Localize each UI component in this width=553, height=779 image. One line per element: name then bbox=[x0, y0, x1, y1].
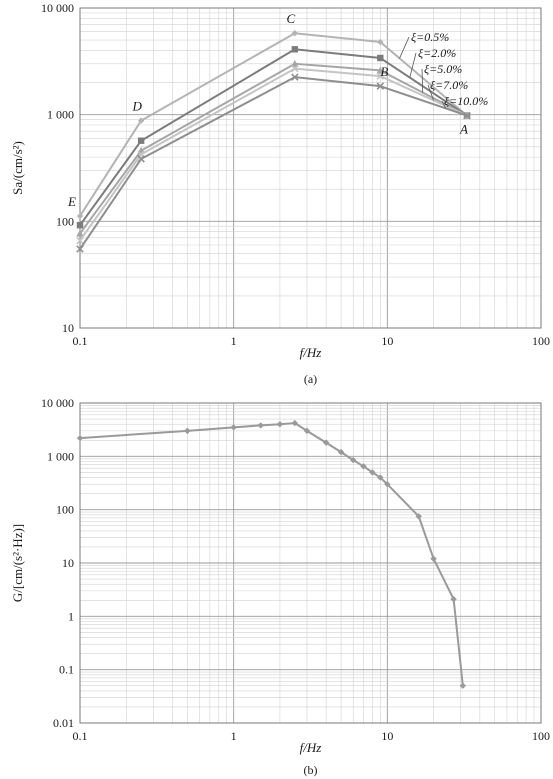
data-point bbox=[137, 117, 145, 124]
data-point bbox=[76, 236, 84, 245]
y-tick-label: 1 000 bbox=[47, 449, 74, 463]
data-point bbox=[430, 555, 437, 562]
data-point bbox=[76, 245, 84, 253]
data-point bbox=[291, 73, 299, 81]
x-tick-label: 100 bbox=[532, 729, 550, 743]
x-axis-label: f/Hz bbox=[300, 345, 322, 360]
y-tick-label: 10 000 bbox=[41, 396, 74, 410]
legend-label: ξ=7.0% bbox=[430, 78, 468, 92]
data-point bbox=[291, 64, 299, 73]
x-tick-label: 10 bbox=[381, 729, 393, 743]
data-point bbox=[291, 46, 299, 53]
data-point bbox=[377, 38, 384, 46]
data-point bbox=[76, 221, 84, 229]
y-tick-label: 0.01 bbox=[53, 716, 74, 730]
series bbox=[76, 30, 471, 220]
x-tick-label: 1 bbox=[231, 729, 237, 743]
panel-caption: (b) bbox=[304, 763, 318, 777]
data-point bbox=[376, 66, 385, 74]
data-point bbox=[322, 439, 330, 446]
data-point bbox=[459, 682, 467, 689]
y-tick-label: 10 bbox=[62, 556, 74, 570]
grid bbox=[79, 8, 541, 329]
data-point bbox=[291, 30, 299, 37]
point-annotation: B bbox=[380, 64, 388, 79]
data-point bbox=[360, 463, 367, 470]
point-annotation: C bbox=[286, 11, 295, 26]
plot-frame bbox=[79, 7, 542, 329]
x-tick-label: 10 bbox=[381, 334, 393, 348]
data-point bbox=[384, 481, 391, 488]
data-point bbox=[369, 469, 376, 476]
y-axis-label: G/[cm/(s²·Hz)] bbox=[10, 524, 25, 602]
series-line bbox=[79, 422, 464, 686]
point-annotation: D bbox=[131, 99, 142, 114]
x-tick-label: 0.1 bbox=[73, 334, 88, 348]
data-point bbox=[377, 474, 384, 481]
data-point bbox=[76, 229, 84, 237]
chart-a: 0.1 1 10 100 10 100 1 000 10 000 f/Hz Sa/(cm/s²) (… bbox=[10, 1, 550, 386]
panel-caption: (a) bbox=[304, 372, 317, 386]
legend-label: ξ=5.0% bbox=[424, 62, 462, 76]
data-point bbox=[276, 421, 284, 428]
legend-leader-line bbox=[421, 68, 424, 93]
y-tick-label: 1 000 bbox=[47, 108, 74, 122]
data-point bbox=[450, 595, 457, 603]
data-point bbox=[257, 422, 264, 429]
data-point bbox=[303, 427, 311, 435]
data-point bbox=[463, 111, 471, 120]
legend-leader-line bbox=[399, 36, 410, 59]
series-line bbox=[79, 32, 468, 217]
data-point bbox=[350, 456, 357, 464]
data-point bbox=[76, 434, 84, 442]
legend-leader-line bbox=[427, 84, 434, 101]
data-point bbox=[137, 137, 145, 144]
data-point bbox=[377, 54, 384, 62]
data-point bbox=[376, 82, 385, 90]
y-tick-label: 10 000 bbox=[41, 1, 74, 15]
series bbox=[76, 64, 471, 245]
legend-label: ξ=2.0% bbox=[418, 46, 456, 60]
y-axis-label: Sa/(cm/s²) bbox=[10, 141, 25, 195]
plot-frame bbox=[79, 402, 542, 724]
y-tick-label: 0.1 bbox=[59, 663, 74, 677]
x-axis-label: f/Hz bbox=[300, 740, 322, 755]
legend-leader-line bbox=[441, 100, 447, 109]
legend: ξ=0.5% ξ=2.0% ξ=5.0% ξ=7.0% ξ=10.0% bbox=[399, 30, 488, 109]
data-point bbox=[291, 419, 299, 427]
data-point bbox=[230, 424, 237, 431]
legend-label: ξ=0.5% bbox=[411, 30, 449, 44]
x-tick-label: 0.1 bbox=[73, 729, 88, 743]
data-point bbox=[415, 513, 422, 520]
legend-leader-line bbox=[409, 52, 417, 78]
x-tick-label: 100 bbox=[532, 334, 550, 348]
series bbox=[76, 73, 471, 253]
legend-label: ξ=10.0% bbox=[444, 94, 488, 108]
y-tick-label: 1 bbox=[68, 609, 74, 623]
data-point bbox=[291, 59, 299, 67]
data-point bbox=[337, 448, 345, 456]
y-tick-label: 100 bbox=[56, 503, 74, 517]
point-annotation: A bbox=[459, 122, 468, 137]
point-annotation: E bbox=[67, 194, 76, 209]
grid bbox=[79, 403, 541, 724]
x-tick-label: 1 bbox=[231, 334, 237, 348]
y-tick-label: 100 bbox=[56, 214, 74, 228]
data-point bbox=[376, 72, 385, 80]
y-tick-label: 10 bbox=[62, 321, 74, 335]
series bbox=[76, 419, 467, 689]
data-point bbox=[184, 427, 191, 435]
data-point bbox=[137, 155, 145, 163]
data-point bbox=[76, 212, 84, 220]
